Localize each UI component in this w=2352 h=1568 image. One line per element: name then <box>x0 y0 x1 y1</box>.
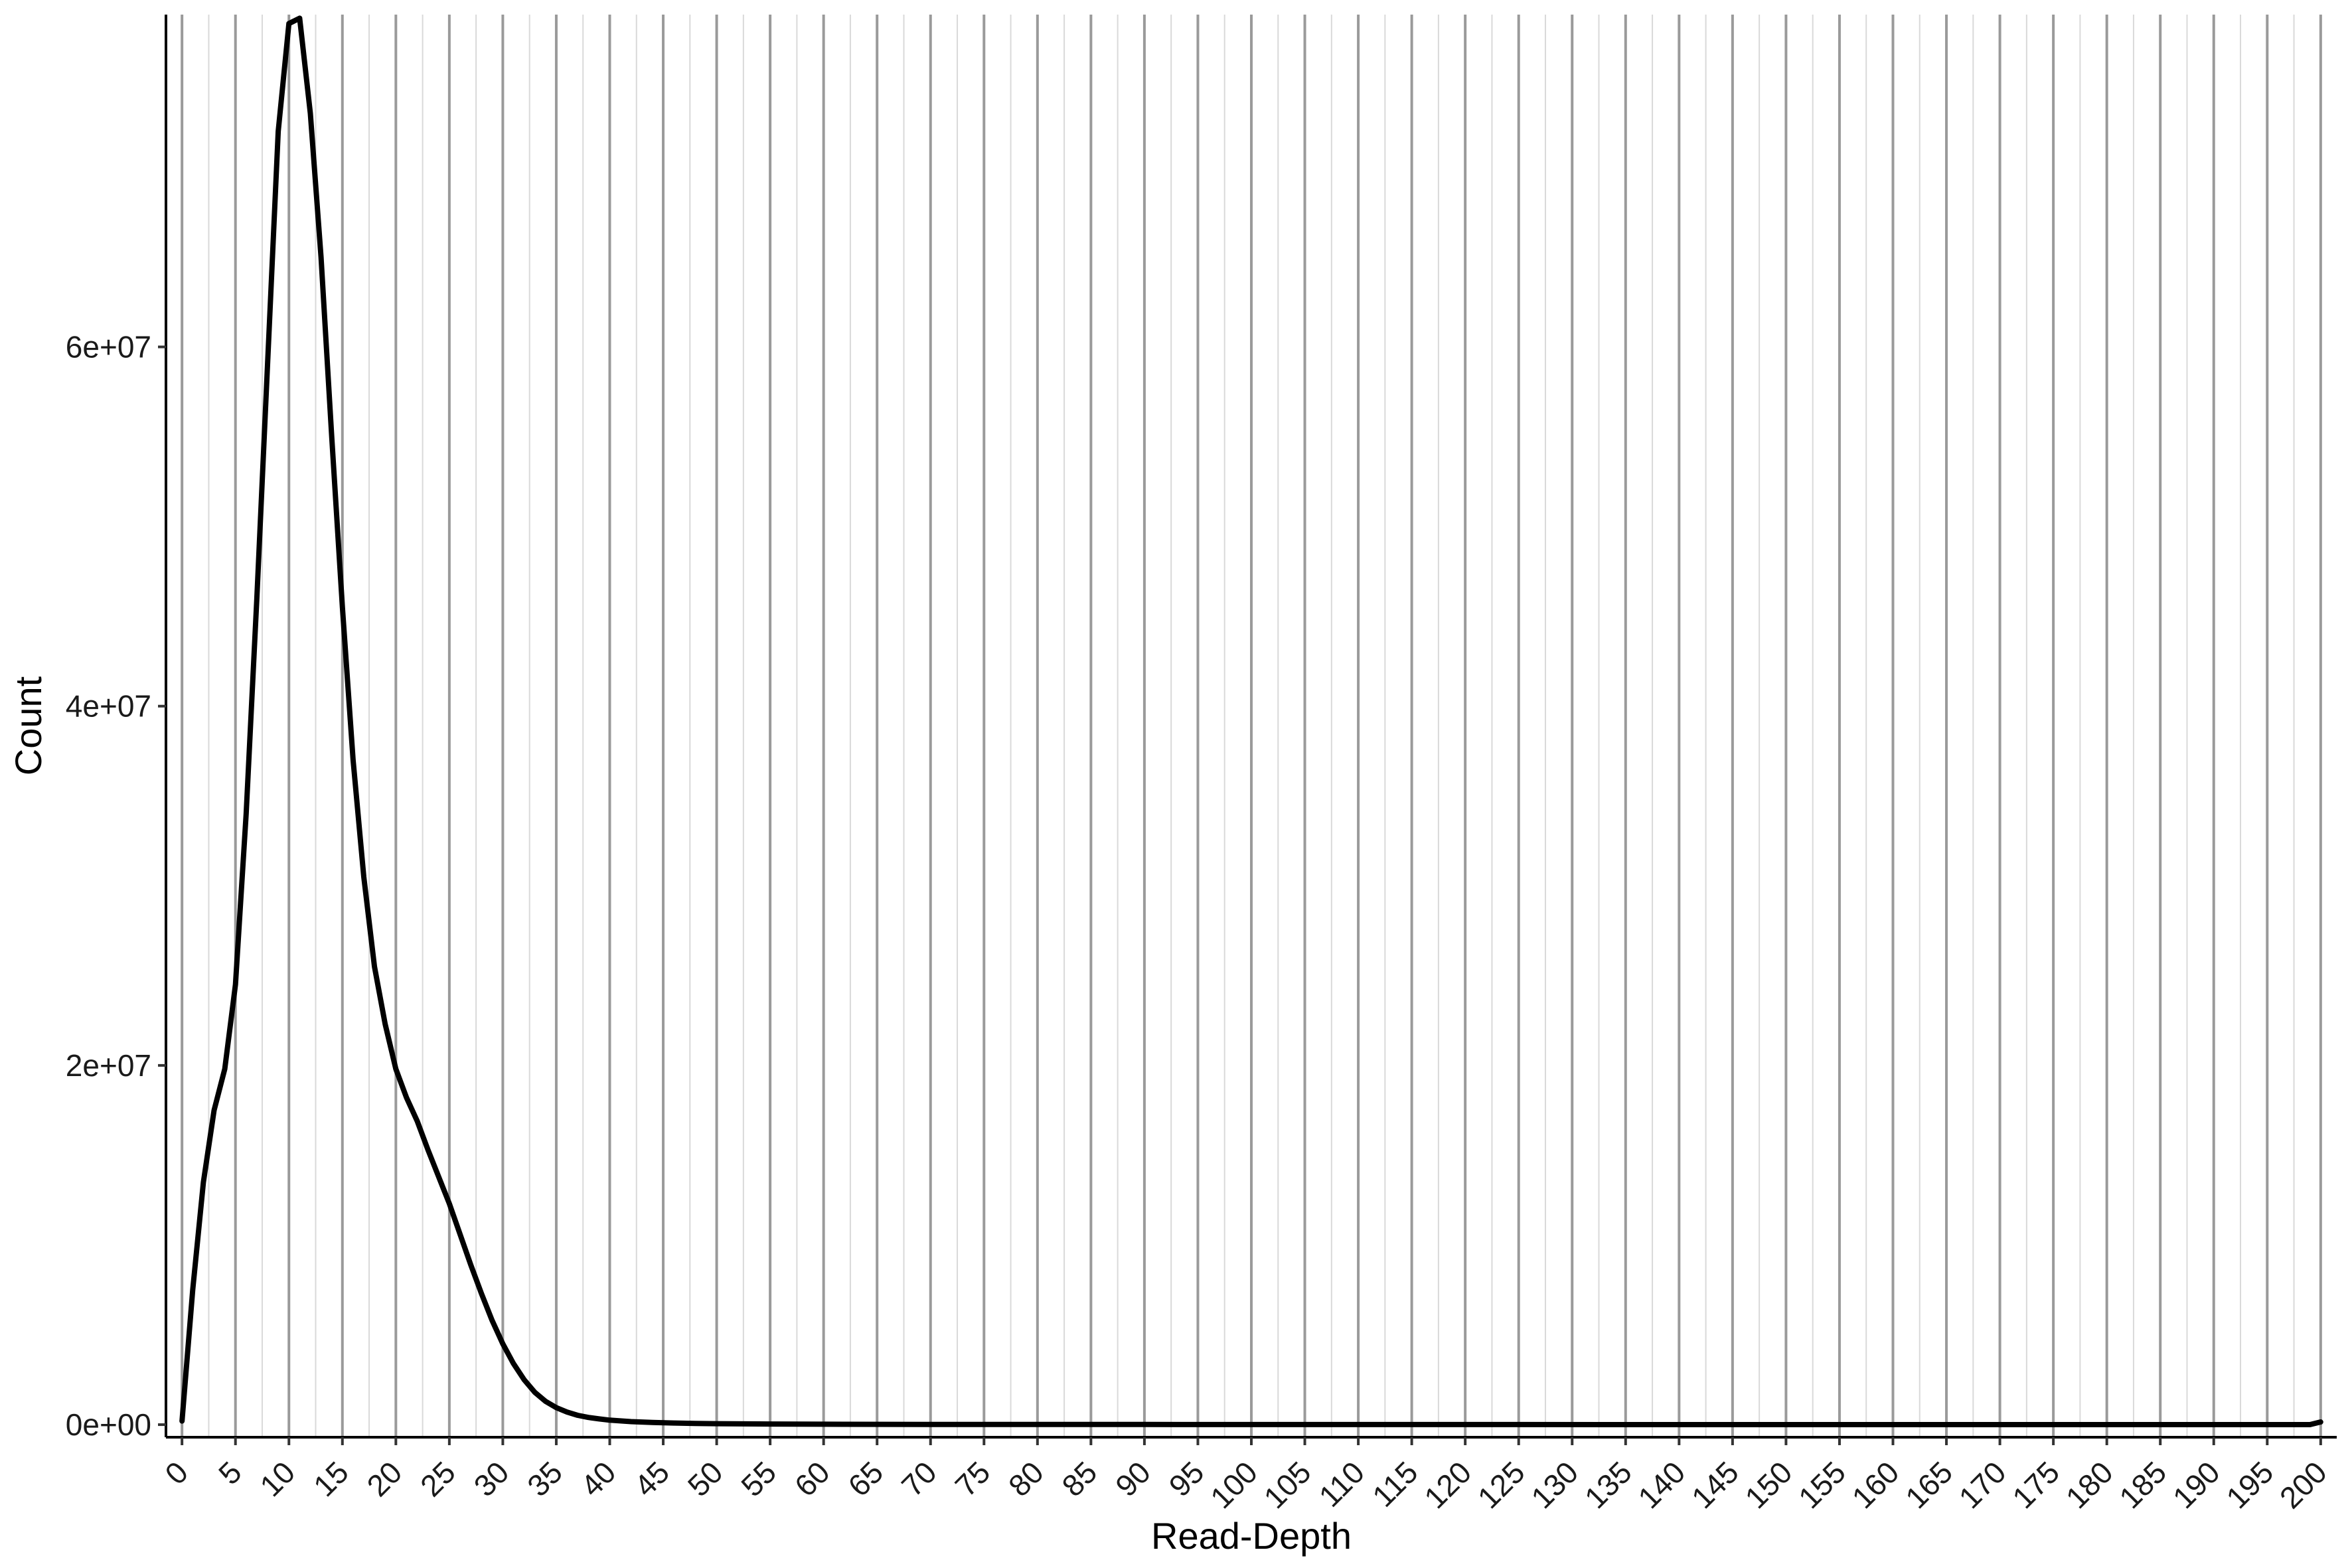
x-tick-label: 60 <box>788 1454 836 1503</box>
x-tick-label: 200 <box>2273 1454 2333 1515</box>
x-tick-label: 160 <box>1845 1454 1906 1515</box>
x-tick-label: 155 <box>1792 1454 1852 1515</box>
x-tick-label: 125 <box>1471 1454 1531 1515</box>
x-tick-label: 15 <box>307 1454 355 1503</box>
x-tick-label: 40 <box>574 1454 623 1503</box>
x-tick-label: 135 <box>1578 1454 1638 1515</box>
x-tick-label: 120 <box>1417 1454 1478 1515</box>
x-tick-label: 55 <box>734 1454 783 1503</box>
x-tick-label: 75 <box>948 1454 996 1503</box>
x-tick-label: 85 <box>1055 1454 1103 1503</box>
x-tick-label: 35 <box>520 1454 569 1503</box>
count-series-line <box>179 15 2323 1427</box>
x-tick-label: 90 <box>1109 1454 1157 1503</box>
x-tick-label: 180 <box>2059 1454 2120 1515</box>
x-tick-label: 150 <box>1738 1454 1798 1515</box>
x-tick-label: 20 <box>360 1454 408 1503</box>
x-tick-label: 65 <box>841 1454 890 1503</box>
x-tick-label: 170 <box>1952 1454 2013 1515</box>
x-tick-label: 165 <box>1899 1454 1959 1515</box>
y-tick-label: 2e+07 <box>66 1048 151 1083</box>
y-axis-title: Count <box>7 676 49 775</box>
x-tick-label: 80 <box>1002 1454 1050 1503</box>
x-axis-ticks: 0 5 10 15 20 25 30 35 40 45 50 55 60 65 70 75 80 85 90 9510… <box>158 1437 2333 1515</box>
x-tick-label: 30 <box>467 1454 516 1503</box>
x-tick-label: 115 <box>1366 1454 1425 1514</box>
major-gridlines <box>181 15 2322 1437</box>
x-tick-label: 50 <box>681 1454 730 1503</box>
y-tick-label: 6e+07 <box>66 330 151 364</box>
x-tick-label: 190 <box>2166 1454 2227 1515</box>
x-tick-label: 100 <box>1204 1454 1264 1515</box>
x-tick-label: 70 <box>895 1454 943 1503</box>
y-tick-label: 0e+00 <box>66 1407 151 1442</box>
x-tick-label: 25 <box>414 1454 462 1503</box>
minor-gridlines <box>208 15 2295 1437</box>
x-tick-label: 185 <box>2112 1454 2173 1515</box>
x-tick-label: 105 <box>1257 1454 1318 1515</box>
x-tick-label: 140 <box>1631 1454 1691 1515</box>
x-tick-label: 175 <box>2005 1454 2066 1515</box>
x-tick-label: 110 <box>1312 1454 1372 1514</box>
x-tick-label: 0 <box>158 1454 195 1491</box>
x-tick-label: 10 <box>253 1454 301 1503</box>
x-tick-label: 195 <box>2219 1454 2280 1515</box>
y-axis-ticks: 0e+00 2e+07 4e+07 6e+07 <box>66 330 166 1442</box>
x-tick-label: 45 <box>627 1454 676 1503</box>
x-axis-title: Read-Depth <box>1151 1515 1352 1557</box>
x-tick-label: 5 <box>212 1454 248 1491</box>
x-tick-label: 145 <box>1685 1454 1745 1515</box>
x-tick-label: 95 <box>1162 1454 1211 1503</box>
y-tick-label: 4e+07 <box>66 689 151 724</box>
x-tick-label: 130 <box>1524 1454 1585 1515</box>
